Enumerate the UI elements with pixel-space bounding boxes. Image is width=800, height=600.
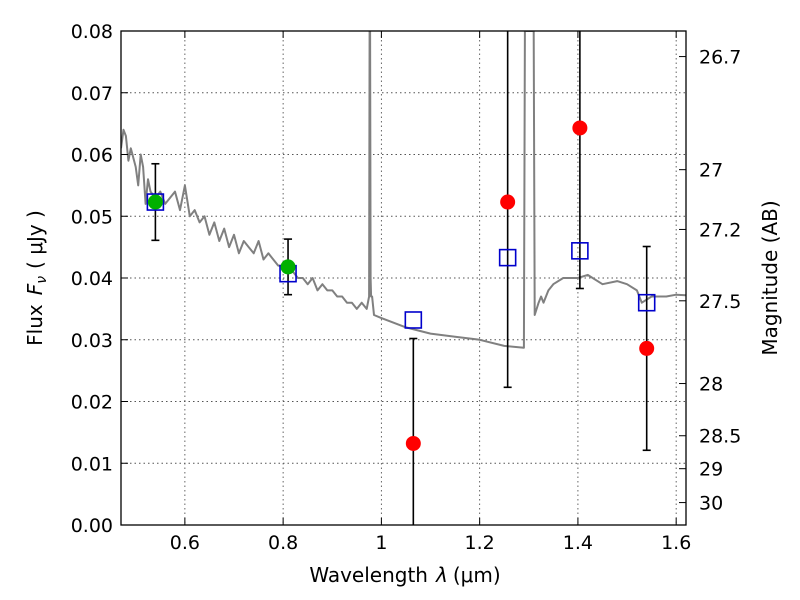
x-tick-label: 0.6	[170, 532, 200, 554]
right-tick-label: 29	[699, 459, 723, 481]
x-axis-label-unit: (μm)	[453, 563, 501, 587]
detection-point	[147, 194, 163, 210]
y-tick-label: 0.05	[71, 206, 113, 228]
right-tick-label: 27	[699, 160, 723, 182]
y-tick-label: 0.03	[71, 330, 113, 352]
observed-flux-point	[405, 435, 421, 451]
observed-flux-point	[500, 194, 516, 210]
observed-flux-point	[639, 340, 655, 356]
y-tick-label: 0.04	[71, 268, 113, 290]
y-tick-label: 0.08	[71, 21, 113, 43]
x-tick-label: 1.4	[563, 532, 593, 554]
right-tick-label: 27.5	[699, 291, 741, 313]
model-flux-square	[571, 242, 589, 260]
markers	[146, 120, 656, 451]
y-axis-label-unit: ( μJy )	[23, 210, 47, 269]
right-tick-label: 30	[699, 493, 723, 515]
y-axis-label-sub: ν	[34, 276, 50, 284]
right-tick-label: 28.5	[699, 426, 741, 448]
right-tick-label: 26.7	[699, 47, 741, 69]
model-flux-square	[498, 248, 517, 267]
y-tick-label: 0.00	[71, 515, 113, 537]
x-tick-label: 0.8	[268, 532, 298, 554]
x-axis-label-symbol: λ	[435, 563, 448, 587]
detection-point	[280, 259, 296, 275]
axes: 0.6 0.8 1 1.2 1.4 1.6 0.00 0.01 0.02 0.03 0.04 0.05…	[71, 21, 742, 554]
x-tick-label: 1	[375, 532, 387, 554]
x-axis-label: Wavelength λ (μm)	[309, 563, 500, 587]
x-tick-label: 1.2	[465, 532, 495, 554]
model-spectrum-line	[121, 31, 686, 349]
right-tick-label: 28	[699, 374, 723, 396]
right-tick-label: 27.2	[699, 219, 741, 241]
y-tick-label: 0.07	[71, 83, 113, 105]
y-axis-label: Flux Fν ( μJy )	[23, 210, 50, 346]
y-tick-label: 0.02	[71, 392, 113, 414]
observed-flux-point	[572, 120, 588, 136]
right-axis-label: Magnitude (AB)	[758, 200, 782, 355]
model-flux-square	[637, 293, 656, 312]
x-tick-label: 1.6	[661, 532, 691, 554]
y-tick-label: 0.01	[71, 453, 113, 475]
model-flux-square	[404, 311, 423, 329]
plot-frame	[120, 30, 687, 526]
y-tick-label: 0.06	[71, 145, 113, 167]
y-axis-label-symbol: F	[23, 283, 47, 295]
grid-lines	[121, 30, 686, 526]
x-axis-label-text: Wavelength	[309, 563, 428, 587]
plot-area	[121, 31, 686, 349]
model-flux-square	[146, 193, 165, 211]
y-axis-label-text: Flux	[23, 304, 47, 346]
